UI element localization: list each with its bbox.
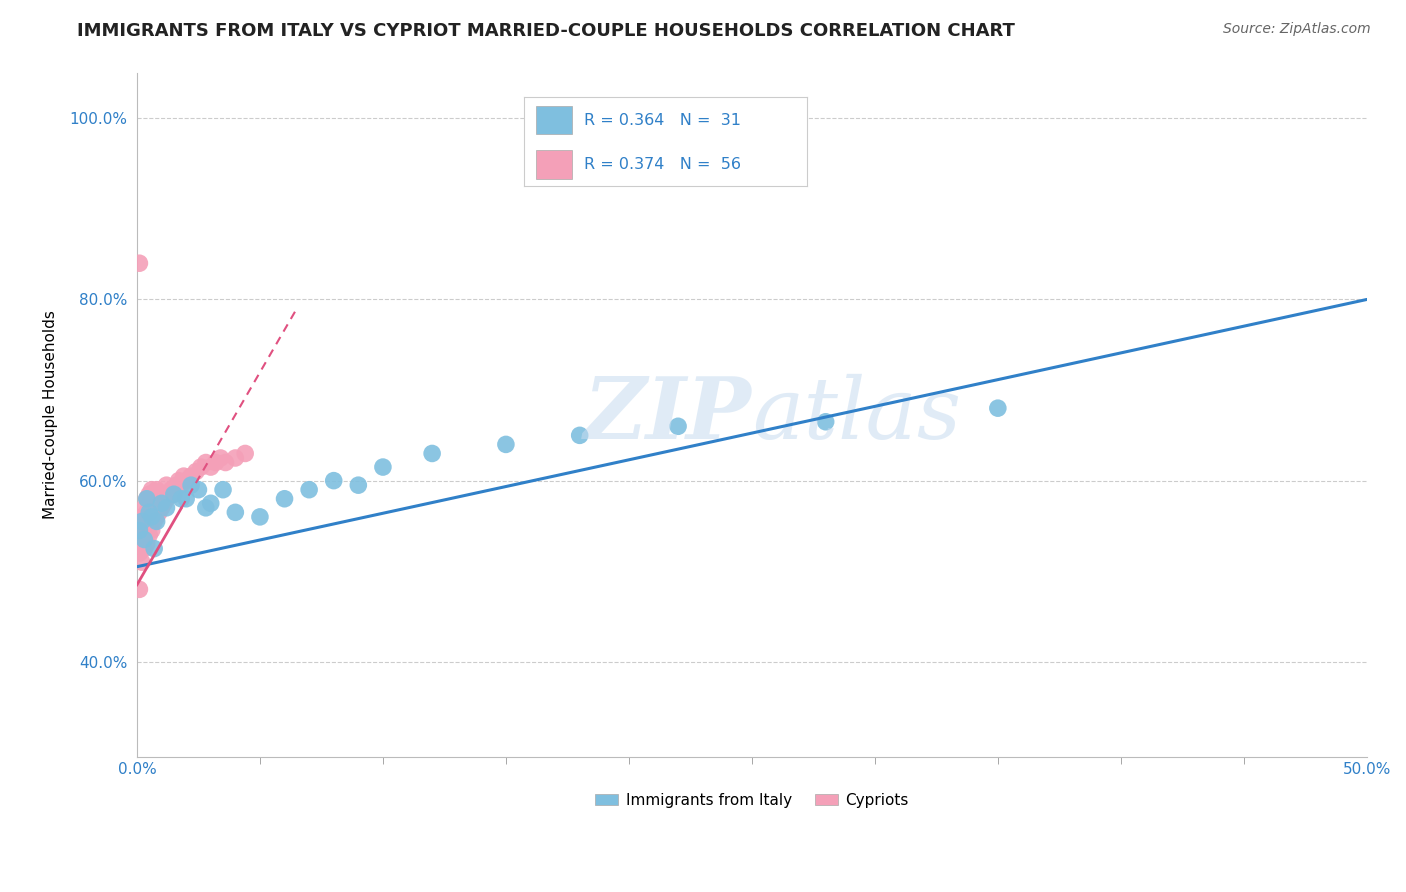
Point bbox=[141, 509, 163, 524]
Point bbox=[170, 491, 193, 506]
Point bbox=[165, 478, 187, 492]
Point bbox=[814, 415, 837, 429]
Point bbox=[180, 469, 202, 483]
Point bbox=[298, 483, 321, 497]
Point bbox=[347, 478, 370, 492]
Point bbox=[150, 500, 173, 515]
Point bbox=[163, 487, 186, 501]
Point bbox=[134, 541, 156, 556]
Text: IMMIGRANTS FROM ITALY VS CYPRIOT MARRIED-COUPLE HOUSEHOLDS CORRELATION CHART: IMMIGRANTS FROM ITALY VS CYPRIOT MARRIED… bbox=[77, 22, 1015, 40]
Point bbox=[214, 456, 236, 470]
Point bbox=[157, 487, 180, 501]
Point bbox=[155, 491, 177, 506]
Point bbox=[167, 474, 190, 488]
Point bbox=[138, 500, 160, 515]
Point bbox=[141, 483, 163, 497]
Point bbox=[135, 537, 157, 551]
Point bbox=[141, 509, 163, 524]
Point bbox=[143, 500, 166, 515]
Text: ZIP: ZIP bbox=[583, 373, 752, 457]
Point bbox=[180, 478, 202, 492]
Point bbox=[134, 528, 156, 542]
Point bbox=[568, 428, 591, 442]
Point bbox=[495, 437, 517, 451]
Point bbox=[141, 524, 163, 538]
Point bbox=[155, 478, 177, 492]
Point bbox=[224, 450, 246, 465]
Point bbox=[145, 509, 167, 524]
Point bbox=[145, 496, 167, 510]
Point bbox=[128, 515, 150, 529]
Point bbox=[131, 537, 153, 551]
Point bbox=[138, 505, 160, 519]
Point bbox=[174, 491, 197, 506]
Text: Source: ZipAtlas.com: Source: ZipAtlas.com bbox=[1223, 22, 1371, 37]
Point bbox=[371, 460, 394, 475]
Point bbox=[153, 496, 176, 510]
Point bbox=[135, 505, 157, 519]
Point bbox=[138, 487, 160, 501]
Point bbox=[200, 496, 222, 510]
Legend: Immigrants from Italy, Cypriots: Immigrants from Italy, Cypriots bbox=[589, 787, 915, 814]
Point bbox=[204, 456, 226, 470]
Point bbox=[163, 487, 186, 501]
Text: atlas: atlas bbox=[752, 374, 962, 457]
Point bbox=[135, 491, 157, 506]
Point bbox=[145, 483, 167, 497]
Point bbox=[128, 582, 150, 597]
Point bbox=[194, 456, 217, 470]
Point bbox=[150, 496, 173, 510]
Point bbox=[160, 483, 183, 497]
Point bbox=[233, 446, 256, 460]
Point bbox=[184, 465, 207, 479]
Point bbox=[322, 474, 344, 488]
Point bbox=[128, 524, 150, 538]
Point bbox=[150, 487, 173, 501]
Point bbox=[131, 555, 153, 569]
Point bbox=[194, 500, 217, 515]
Point bbox=[224, 505, 246, 519]
Point bbox=[134, 500, 156, 515]
Point bbox=[138, 528, 160, 542]
Point bbox=[148, 491, 170, 506]
Point bbox=[135, 491, 157, 506]
Point bbox=[135, 524, 157, 538]
Point bbox=[143, 487, 166, 501]
Point bbox=[174, 474, 197, 488]
Point bbox=[170, 478, 193, 492]
Point bbox=[187, 483, 209, 497]
Point bbox=[134, 515, 156, 529]
Point bbox=[128, 524, 150, 538]
Point bbox=[141, 496, 163, 510]
Point bbox=[212, 483, 235, 497]
Point bbox=[134, 533, 156, 547]
Point bbox=[138, 515, 160, 529]
Point bbox=[128, 546, 150, 560]
Point bbox=[209, 450, 232, 465]
Point bbox=[143, 541, 166, 556]
Point bbox=[155, 500, 177, 515]
Point bbox=[666, 419, 689, 434]
Point bbox=[143, 515, 166, 529]
Point bbox=[273, 491, 295, 506]
Point bbox=[987, 401, 1010, 416]
Y-axis label: Married-couple Households: Married-couple Households bbox=[44, 310, 58, 519]
Point bbox=[145, 515, 167, 529]
Point bbox=[131, 509, 153, 524]
Point bbox=[200, 460, 222, 475]
Point bbox=[190, 460, 212, 475]
Point bbox=[249, 509, 271, 524]
Point bbox=[420, 446, 443, 460]
Point bbox=[173, 469, 195, 483]
Point bbox=[131, 515, 153, 529]
Point bbox=[128, 256, 150, 270]
Point bbox=[148, 505, 170, 519]
Point bbox=[131, 524, 153, 538]
